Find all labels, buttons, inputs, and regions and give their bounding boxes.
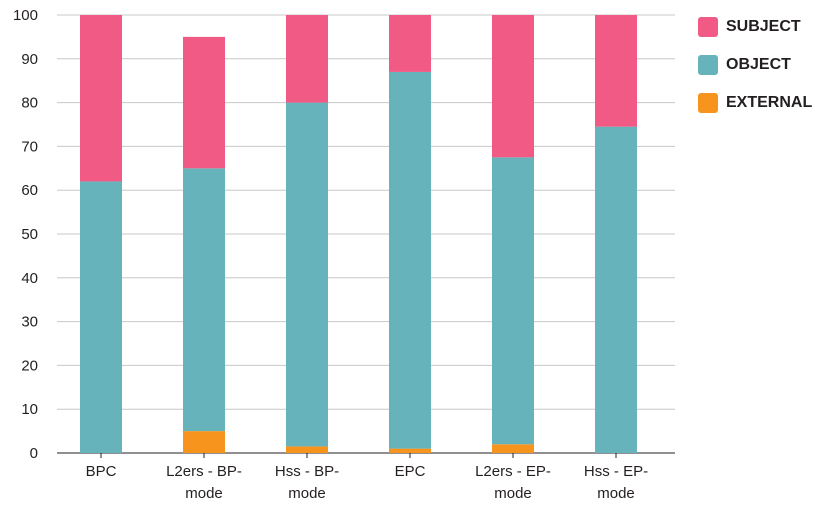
legend-swatch-subject	[698, 17, 718, 37]
y-tick-label: 90	[21, 51, 38, 68]
bar-segment-subject	[492, 15, 534, 158]
x-tick-label: mode	[288, 485, 326, 502]
x-tick-label: L2ers - BP-	[166, 463, 242, 480]
y-tick-label: 20	[21, 357, 38, 374]
x-tick-label: mode	[185, 485, 223, 502]
bar-segment-object	[183, 168, 225, 432]
bar-segment-subject	[389, 15, 431, 72]
x-tick-label: EPC	[395, 463, 426, 480]
x-tick-label: mode	[494, 485, 532, 502]
bar-segment-external	[389, 448, 431, 453]
bar-segment-subject	[595, 15, 637, 127]
legend: SUBJECT OBJECT EXTERNAL	[698, 8, 812, 122]
bar-segment-subject	[286, 15, 328, 103]
bar-segment-object	[80, 181, 122, 453]
y-tick-label: 10	[21, 401, 38, 418]
legend-item-external: EXTERNAL	[698, 84, 812, 122]
x-tick-label: L2ers - EP-	[475, 463, 551, 480]
bar-segment-external	[286, 446, 328, 453]
legend-item-subject: SUBJECT	[698, 8, 812, 46]
x-tick-label: Hss - EP-	[584, 463, 648, 480]
y-tick-label: 70	[21, 138, 38, 155]
bar-segment-object	[595, 126, 637, 453]
bar-segment-external	[183, 431, 225, 453]
y-tick-label: 40	[21, 270, 38, 287]
x-tick-label: Hss - BP-	[275, 463, 339, 480]
x-tick-label: mode	[597, 485, 635, 502]
legend-swatch-external	[698, 93, 718, 113]
y-tick-label: 30	[21, 314, 38, 331]
legend-label-subject: SUBJECT	[726, 18, 801, 35]
x-tick-label: BPC	[86, 463, 117, 480]
y-tick-label: 100	[13, 7, 38, 24]
legend-swatch-object	[698, 55, 718, 75]
y-tick-label: 0	[30, 445, 38, 462]
bar-segment-subject	[80, 15, 122, 182]
bar-segment-external	[492, 444, 534, 453]
y-tick-label: 80	[21, 95, 38, 112]
bar-segment-subject	[183, 36, 225, 169]
legend-label-object: OBJECT	[726, 56, 791, 73]
bar-segment-object	[492, 157, 534, 445]
legend-item-object: OBJECT	[698, 46, 812, 84]
bar-segment-object	[389, 71, 431, 449]
y-tick-label: 50	[21, 226, 38, 243]
bar-segment-object	[286, 102, 328, 447]
y-tick-label: 60	[21, 182, 38, 199]
legend-label-external: EXTERNAL	[726, 94, 813, 111]
